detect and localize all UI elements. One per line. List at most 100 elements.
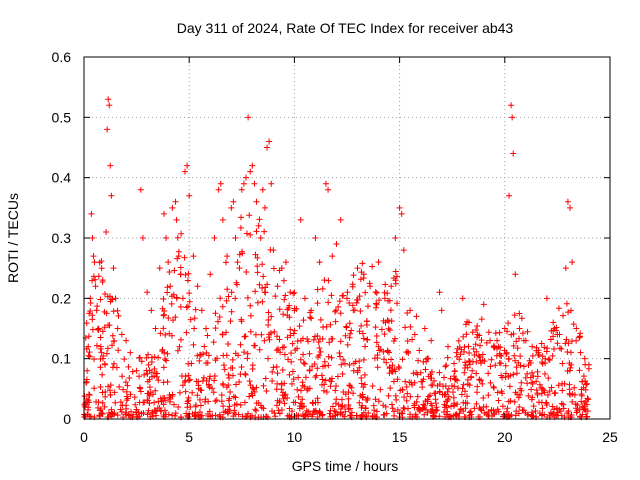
data-point (321, 277, 328, 284)
data-point (558, 400, 565, 407)
data-point (103, 310, 110, 317)
data-point (515, 410, 522, 417)
data-point (570, 321, 577, 328)
data-point (567, 204, 574, 211)
data-point (559, 360, 566, 367)
data-point (91, 259, 98, 266)
data-point (451, 367, 458, 374)
data-point (585, 361, 592, 368)
data-point (84, 367, 91, 374)
data-point (419, 405, 426, 412)
data-point (162, 356, 169, 363)
data-point (172, 412, 179, 419)
data-point (219, 331, 226, 338)
data-point (582, 378, 589, 385)
data-point (136, 384, 143, 391)
data-point (257, 235, 264, 241)
data-point (560, 401, 567, 408)
data-point (172, 410, 179, 417)
data-point (294, 345, 301, 352)
data-point (357, 308, 364, 314)
data-point (543, 348, 550, 355)
data-point (544, 391, 551, 398)
data-point (280, 395, 287, 402)
x-tick-label: 25 (602, 429, 618, 445)
data-point (196, 357, 203, 364)
data-point (144, 378, 151, 385)
data-point (123, 337, 130, 344)
data-point (231, 402, 238, 409)
data-point (542, 360, 549, 367)
data-point (114, 325, 121, 332)
data-point (538, 384, 545, 391)
data-point (182, 271, 189, 278)
data-point (93, 398, 100, 405)
data-point (101, 291, 108, 298)
data-point (402, 324, 409, 331)
data-point (466, 319, 473, 326)
data-point (381, 295, 388, 302)
data-point (559, 387, 566, 394)
data-point (552, 389, 559, 396)
data-point (99, 399, 106, 406)
data-point (404, 348, 411, 355)
data-point (145, 351, 152, 358)
data-point (420, 401, 427, 408)
data-point (465, 343, 472, 350)
data-point (212, 310, 219, 317)
data-point (372, 324, 379, 331)
data-point (563, 336, 570, 343)
data-point (249, 162, 256, 169)
data-point (511, 398, 518, 405)
data-point (332, 387, 339, 394)
data-point (381, 289, 388, 296)
data-point (516, 335, 523, 342)
data-point (510, 150, 517, 157)
data-point (583, 381, 590, 388)
data-point (364, 303, 371, 310)
data-point (411, 402, 418, 409)
data-point (401, 394, 408, 401)
data-point (190, 253, 197, 260)
data-point (359, 394, 366, 401)
x-axis-label: GPS time / hours (292, 458, 399, 474)
data-point (370, 402, 377, 409)
data-point (535, 399, 542, 406)
data-point (427, 392, 434, 399)
data-point (510, 371, 517, 378)
data-point (308, 315, 315, 322)
data-point (238, 316, 245, 323)
data-point (219, 216, 226, 223)
data-point (210, 339, 217, 346)
data-point (383, 359, 390, 366)
data-point (117, 406, 124, 413)
data-point (529, 343, 536, 350)
data-point (345, 395, 352, 402)
data-point (91, 385, 98, 392)
data-point (485, 392, 492, 399)
data-point (333, 307, 340, 314)
data-point (522, 337, 529, 344)
data-point (165, 259, 172, 266)
y-tick-label: 0 (63, 411, 71, 427)
data-point (580, 373, 587, 380)
data-point (260, 273, 267, 280)
data-point (316, 344, 323, 351)
data-point (220, 403, 227, 410)
data-point (90, 253, 97, 260)
data-point (339, 370, 346, 377)
data-point (339, 411, 346, 418)
data-point (297, 216, 304, 223)
data-point (277, 349, 284, 356)
data-point (416, 347, 423, 354)
data-point (362, 343, 369, 350)
data-point (186, 192, 193, 199)
data-point (99, 371, 106, 378)
data-point (97, 343, 104, 350)
data-point (441, 374, 448, 381)
data-point (360, 271, 367, 278)
data-point (367, 283, 374, 290)
data-point (431, 377, 438, 384)
data-point (225, 397, 232, 404)
data-point (452, 376, 459, 383)
